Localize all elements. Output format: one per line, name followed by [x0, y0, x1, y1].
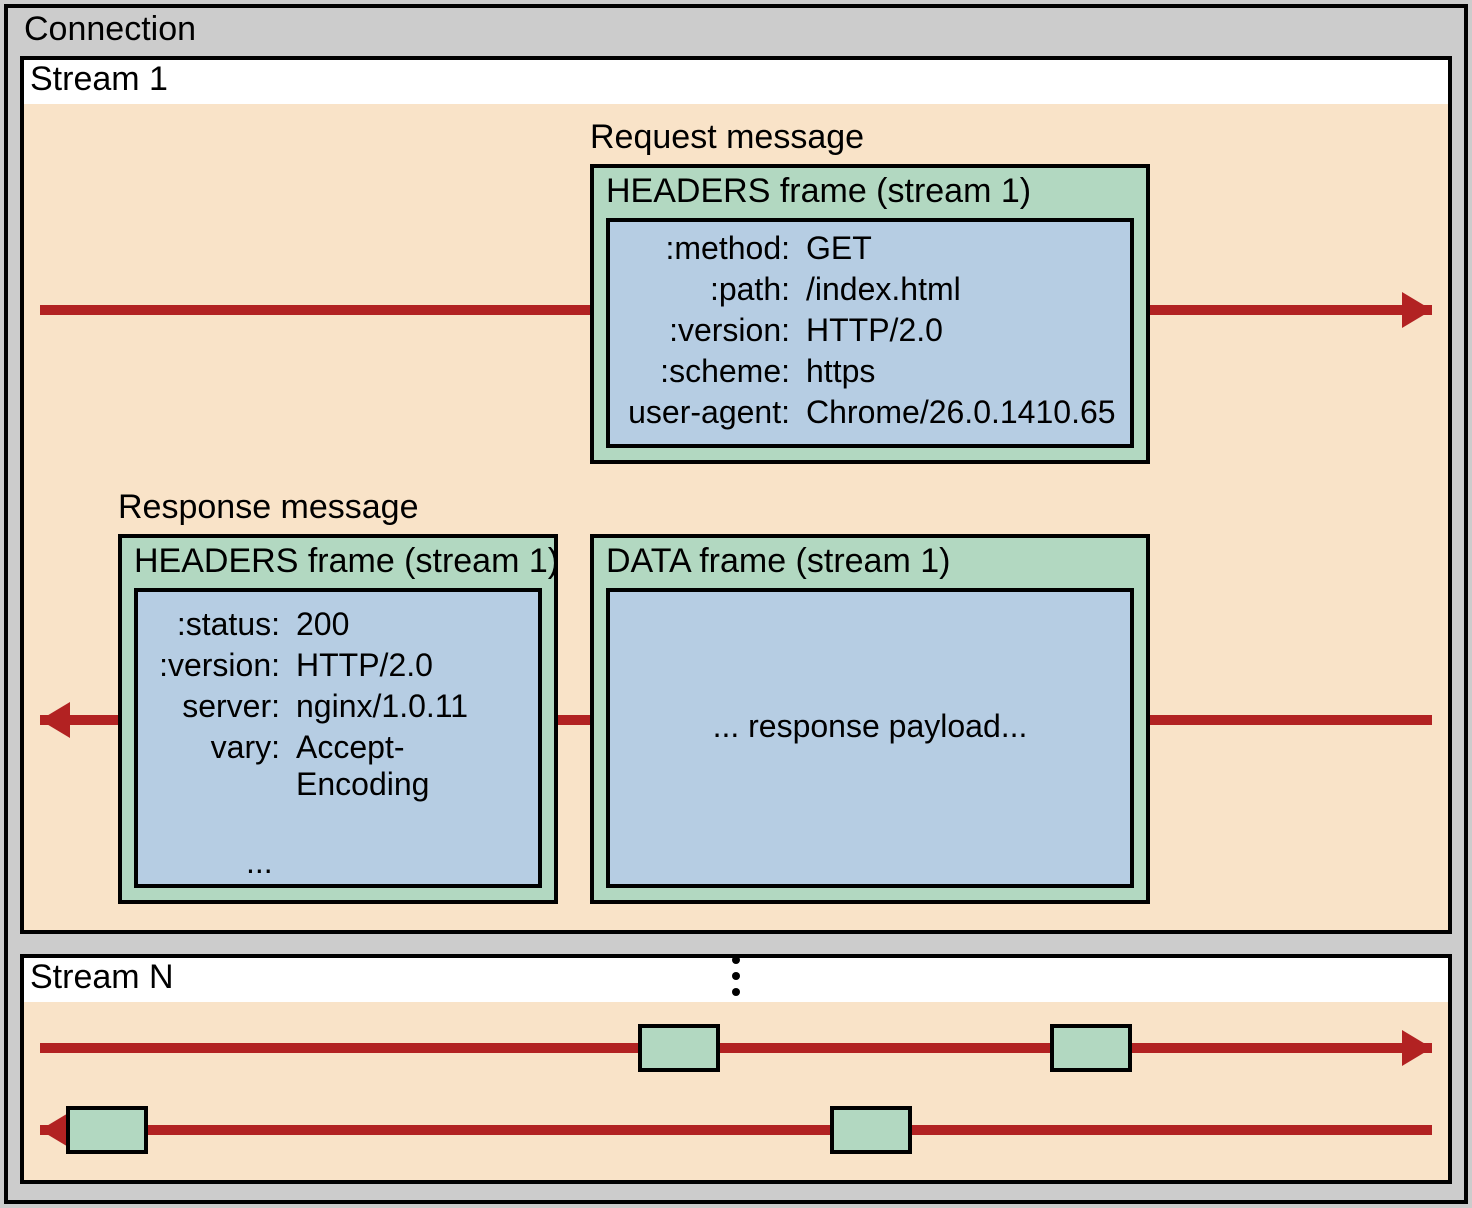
mini-frame [830, 1106, 912, 1154]
request-headers-frame-title: HEADERS frame (stream 1) [606, 172, 1031, 211]
header-key: vary: [150, 729, 280, 803]
connection-label: Connection [24, 10, 196, 49]
request-message-label: Request message [590, 118, 864, 157]
header-key: server: [150, 688, 280, 725]
response-data-frame-title: DATA frame (stream 1) [606, 542, 950, 581]
stream1-header [20, 56, 1452, 108]
streamN-arrow-top [0, 1018, 1472, 1078]
response-payload-text: ... response payload... [610, 708, 1130, 745]
stream1-label: Stream 1 [30, 60, 168, 99]
response-headers-kv: :status: 200 :version: HTTP/2.0 server: nginx… [150, 606, 526, 803]
mini-frame [66, 1106, 148, 1154]
header-key: user-agent: [620, 394, 790, 431]
header-key: :status: [150, 606, 280, 643]
header-value: nginx/1.0.11 [296, 688, 526, 725]
header-value: 200 [296, 606, 526, 643]
header-value: Accept-Encoding [296, 729, 526, 803]
header-key: :path: [620, 271, 790, 308]
diagram-canvas: Connection Stream 1 Request message HEAD… [0, 0, 1472, 1208]
mini-frame [1050, 1024, 1132, 1072]
header-value: Chrome/26.0.1410.65 [806, 394, 1120, 431]
response-data-inner: ... response payload... [606, 588, 1134, 888]
header-key: :version: [620, 312, 790, 349]
streamN-label: Stream N [30, 958, 174, 997]
response-headers-frame-title: HEADERS frame (stream 1) [134, 542, 559, 581]
header-value: https [806, 353, 1120, 390]
header-value: GET [806, 230, 1120, 267]
response-message-label: Response message [118, 488, 419, 527]
streamN-arrow-bottom [0, 1100, 1472, 1160]
header-key: :version: [150, 647, 280, 684]
header-key: :method: [620, 230, 790, 267]
header-value: HTTP/2.0 [296, 647, 526, 684]
response-headers-ellipsis: ... [246, 844, 273, 881]
header-value: HTTP/2.0 [806, 312, 1120, 349]
header-value: /index.html [806, 271, 1120, 308]
header-key: :scheme: [620, 353, 790, 390]
mini-frame [638, 1024, 720, 1072]
request-headers-kv: :method: GET :path: /index.html :version: HTT… [620, 230, 1120, 431]
streamN-ellipsis-icon [732, 956, 740, 996]
